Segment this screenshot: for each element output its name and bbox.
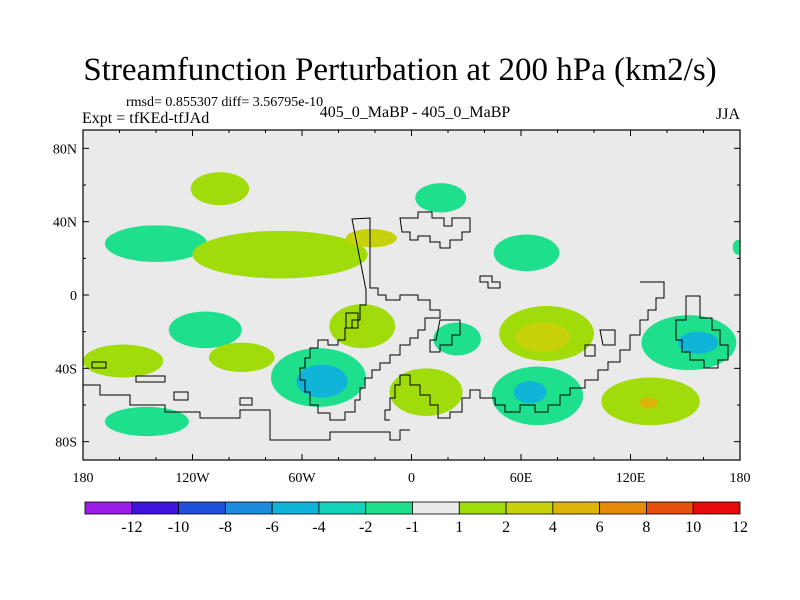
contour-blob-18 [389, 368, 463, 416]
x-tick-label: 60W [288, 471, 316, 486]
contour-blob-20 [513, 381, 547, 404]
contour-blob-2 [104, 225, 208, 262]
contour-blob-5 [493, 234, 560, 272]
colorbar: -12 -10 -8 -6 -4 -2 -1 1 2 4 6 8 10 12 [84, 501, 748, 536]
colorbar-label: 4 [549, 519, 557, 536]
y-tick-label: 40N [53, 216, 77, 231]
x-tick-label: 180 [730, 471, 751, 486]
colorbar-swatch-5 [318, 501, 367, 515]
colorbar-label: 2 [502, 519, 510, 536]
contour-blob-22 [639, 397, 658, 409]
contour-blob-9 [433, 322, 481, 356]
y-tick-label: 40S [55, 362, 77, 377]
season-label: JJA [715, 106, 740, 123]
contour-blob-11 [515, 322, 571, 352]
contour-blob-3 [192, 230, 368, 279]
contour-blob-13 [677, 331, 719, 354]
coastline-americas [299, 217, 441, 421]
x-tick-label: 60E [510, 471, 533, 486]
contour-blob-1 [415, 183, 467, 213]
contour-blob-17 [296, 364, 348, 398]
contour-blob-0 [190, 172, 250, 206]
contour-blob-14 [83, 344, 164, 378]
colorbar-label: -8 [219, 519, 232, 536]
colorbar-label: -4 [312, 519, 325, 536]
colorbar-label: 8 [642, 519, 650, 536]
colorbar-label: 10 [685, 519, 701, 536]
colorbar-swatch-12 [646, 501, 694, 515]
colorbar-swatch-6 [365, 501, 413, 515]
colorbar-swatch-10 [552, 501, 601, 515]
colorbar-label: -2 [359, 519, 372, 536]
colorbar-swatch-3 [224, 501, 273, 515]
x-tick-label: 180 [73, 471, 94, 486]
colorbar-swatch-13 [692, 501, 741, 515]
contour-fills [83, 172, 740, 437]
coastline-islands [91, 275, 501, 406]
axes: 180 120W 60W 0 60E 120E 180 80N 40N 0 40S 80S [53, 130, 751, 486]
coastline-australasia [584, 295, 729, 369]
y-tick-label: 80S [55, 436, 77, 451]
chart-title: Streamfunction Perturbation at 200 hPa (… [83, 52, 717, 88]
coastline-eurasia [399, 211, 471, 249]
coastline-asia-pacific [384, 281, 665, 421]
contour-blob-23 [104, 406, 189, 437]
colorbar-label: 1 [455, 519, 463, 536]
contour-blob-15 [208, 342, 275, 373]
colorbar-label: -1 [406, 519, 419, 536]
colorbar-label: 12 [732, 519, 748, 536]
colorbar-swatch-1 [131, 501, 179, 515]
colorbar-swatch-4 [271, 501, 320, 515]
coastlines [83, 211, 729, 441]
contour-blob-7 [168, 311, 242, 349]
y-tick-label: 0 [70, 289, 77, 304]
colorbar-label: 6 [596, 519, 604, 536]
colorbar-swatch-7 [412, 501, 460, 515]
comparison-label: 405_0_MaBP - 405_0_MaBP [319, 104, 511, 121]
colorbar-swatch-9 [505, 501, 554, 515]
y-tick-label: 80N [53, 142, 77, 157]
colorbar-label: -12 [121, 519, 142, 536]
coastline-africa [429, 319, 461, 353]
contour-blob-8 [329, 304, 396, 349]
colorbar-swatch-2 [178, 501, 226, 515]
colorbar-label: -6 [265, 519, 278, 536]
x-tick-label: 120E [616, 471, 646, 486]
colorbar-label: -10 [168, 519, 189, 536]
colorbar-swatch-8 [458, 501, 507, 515]
stats-label: rmsd= 0.855307 diff= 3.56795e-10 [126, 95, 324, 110]
contour-blob-6 [732, 240, 740, 255]
experiment-label: Expt = tfKEd-tfJAd [82, 110, 210, 127]
coastline-antarctica [83, 384, 410, 441]
colorbar-swatch-11 [599, 501, 647, 515]
x-tick-label: 0 [408, 471, 415, 486]
x-tick-label: 120W [175, 471, 210, 486]
colorbar-swatch-0 [84, 501, 133, 515]
contour-blob-4 [345, 229, 397, 248]
